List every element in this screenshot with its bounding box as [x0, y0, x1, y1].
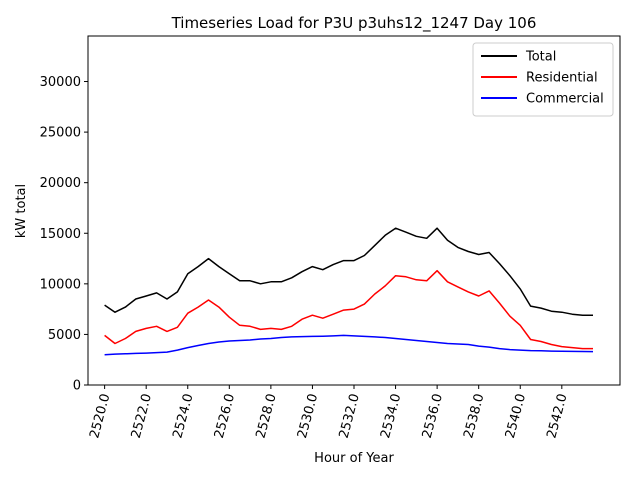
x-axis-ticks: 2520.0 2522.0 2524.0 2526.0 2528.0 2530.0 2532… — [87, 385, 571, 440]
x-tick-label: 2528.0 — [253, 392, 279, 440]
legend-label-total: Total — [525, 50, 556, 65]
series-line-residential — [104, 269, 593, 350]
x-tick-label: 2524.0 — [170, 392, 196, 440]
series-line-total — [104, 227, 593, 316]
y-tick-label: 20000 — [40, 176, 81, 191]
x-tick-label: 2532.0 — [337, 392, 363, 440]
x-tick-label: 2530.0 — [295, 392, 321, 440]
y-tick-label: 30000 — [40, 75, 81, 90]
y-tick-label: 10000 — [40, 277, 81, 292]
x-tick-label: 2536.0 — [420, 392, 446, 440]
y-tick-label: 5000 — [48, 328, 81, 343]
x-axis-label: Hour of Year — [314, 451, 394, 466]
legend-label-residential: Residential — [526, 71, 598, 86]
legend: Total Residential Commercial — [472, 42, 614, 117]
series-lines — [104, 227, 594, 356]
y-tick-label: 0 — [73, 379, 81, 394]
series-line-commercial — [104, 334, 594, 356]
chart-title: Timeseries Load for P3U p3uhs12_1247 Day… — [171, 14, 537, 33]
x-tick-label: 2534.0 — [378, 392, 404, 440]
y-axis-label: kW total — [14, 184, 29, 238]
legend-label-commercial: Commercial — [526, 92, 604, 107]
y-axis-ticks: 0 5000 10000 15000 20000 25000 30000 — [40, 75, 88, 394]
x-tick-label: 2538.0 — [461, 392, 487, 440]
x-tick-label: 2520.0 — [87, 392, 113, 440]
y-tick-label: 15000 — [40, 227, 81, 242]
x-tick-label: 2540.0 — [503, 392, 529, 440]
y-tick-label: 25000 — [40, 126, 81, 141]
x-tick-label: 2522.0 — [129, 392, 155, 440]
x-tick-label: 2526.0 — [212, 392, 238, 440]
x-tick-label: 2542.0 — [544, 392, 570, 440]
plot-frame — [87, 35, 621, 386]
